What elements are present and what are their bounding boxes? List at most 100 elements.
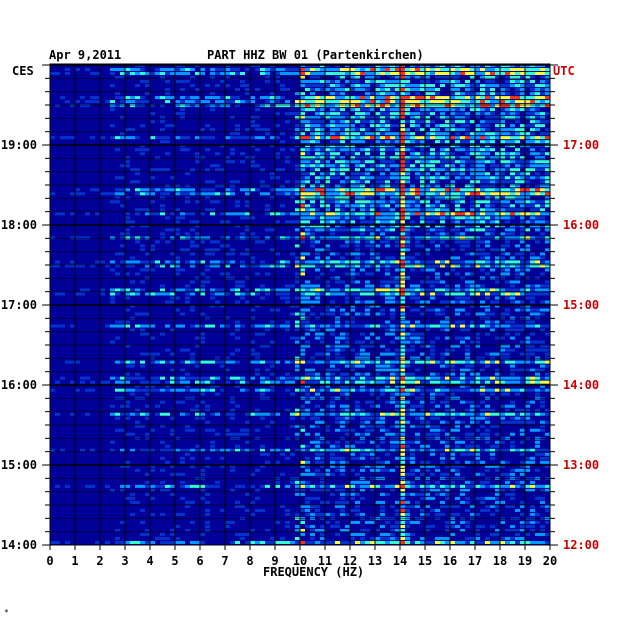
- spectrogram-cell: [530, 100, 535, 104]
- spectrogram-cell: [490, 392, 495, 396]
- spectrogram-cell: [320, 128, 325, 132]
- spectrogram-cell: [310, 284, 315, 288]
- spectrogram-cell: [460, 216, 465, 220]
- spectrogram-cell: [480, 304, 485, 308]
- spectrogram-cell: [95, 188, 100, 192]
- spectrogram-cell: [425, 112, 430, 116]
- spectrogram-cell: [130, 360, 135, 364]
- spectrogram-cell: [420, 208, 425, 212]
- spectrogram-cell: [195, 200, 200, 204]
- spectrogram-cell: [490, 320, 495, 324]
- spectrogram-cell: [455, 204, 460, 208]
- spectrogram-cell: [450, 96, 455, 100]
- spectrogram-cell: [350, 260, 355, 264]
- spectrogram-cell: [225, 68, 230, 72]
- spectrogram-cell: [505, 140, 510, 144]
- spectrogram-cell: [115, 104, 120, 108]
- spectrogram-cell: [465, 92, 470, 96]
- spectrogram-cell: [335, 420, 340, 424]
- spectrogram-cell: [480, 84, 485, 88]
- spectrogram-cell: [480, 100, 485, 104]
- spectrogram-cell: [265, 288, 270, 292]
- spectrogram-cell: [360, 72, 365, 76]
- spectrogram-cell: [380, 364, 385, 368]
- spectrogram-cell: [380, 128, 385, 132]
- spectrogram-cell: [240, 380, 245, 384]
- spectrogram-cell: [295, 408, 300, 412]
- spectrogram-cell: [335, 88, 340, 92]
- spectrogram-cell: [450, 260, 455, 264]
- spectrogram-cell: [465, 432, 470, 436]
- spectrogram-cell: [125, 380, 130, 384]
- spectrogram-cell: [275, 252, 280, 256]
- spectrogram-cell: [330, 348, 335, 352]
- spectrogram-cell: [400, 256, 405, 260]
- spectrogram-cell: [430, 88, 435, 92]
- spectrogram-cell: [205, 380, 210, 384]
- spectrogram-cell: [440, 232, 445, 236]
- spectrogram-cell: [415, 204, 420, 208]
- spectrogram-cell: [370, 212, 375, 216]
- spectrogram-cell: [520, 100, 525, 104]
- spectrogram-cell: [290, 212, 295, 216]
- spectrogram-cell: [330, 448, 335, 452]
- spectrogram-cell: [345, 380, 350, 384]
- spectrogram-cell: [495, 216, 500, 220]
- spectrogram-cell: [115, 388, 120, 392]
- spectrogram-cell: [165, 192, 170, 196]
- spectrogram-cell: [525, 136, 530, 140]
- spectrogram-cell: [490, 484, 495, 488]
- spectrogram-cell: [500, 268, 505, 272]
- spectrogram-cell: [175, 100, 180, 104]
- spectrogram-cell: [420, 160, 425, 164]
- spectrogram-cell: [355, 112, 360, 116]
- spectrogram-cell: [365, 132, 370, 136]
- spectrogram-cell: [415, 156, 420, 160]
- spectrogram-cell: [525, 192, 530, 196]
- spectrogram-cell: [360, 232, 365, 236]
- spectrogram-cell: [410, 104, 415, 108]
- spectrogram-cell: [235, 292, 240, 296]
- spectrogram-cell: [365, 400, 370, 404]
- spectrogram-cell: [335, 96, 340, 100]
- spectrogram-cell: [255, 148, 260, 152]
- spectrogram-cell: [485, 480, 490, 484]
- spectrogram-cell: [265, 292, 270, 296]
- spectrogram-cell: [75, 68, 80, 72]
- spectrogram-cell: [465, 132, 470, 136]
- spectrogram-cell: [395, 204, 400, 208]
- spectrogram-cell: [530, 72, 535, 76]
- spectrogram-cell: [205, 96, 210, 100]
- spectrogram-cell: [80, 192, 85, 196]
- spectrogram-cell: [545, 72, 550, 76]
- spectrogram-cell: [540, 132, 545, 136]
- spectrogram-cell: [385, 200, 390, 204]
- spectrogram-cell: [505, 212, 510, 216]
- spectrogram-cell: [435, 92, 440, 96]
- spectrogram-cell: [465, 296, 470, 300]
- spectrogram-cell: [490, 184, 495, 188]
- spectrogram-cell: [400, 248, 405, 252]
- spectrogram-cell: [370, 400, 375, 404]
- spectrogram-cell: [340, 484, 345, 488]
- spectrogram-cell: [145, 352, 150, 356]
- spectrogram-cell: [530, 148, 535, 152]
- spectrogram-cell: [95, 96, 100, 100]
- spectrogram-cell: [435, 264, 440, 268]
- spectrogram-cell: [400, 172, 405, 176]
- spectrogram-cell: [285, 260, 290, 264]
- spectrogram-cell: [165, 80, 170, 84]
- spectrogram-cell: [475, 340, 480, 344]
- spectrogram-cell: [305, 156, 310, 160]
- spectrogram-cell: [545, 280, 550, 284]
- spectrogram-cell: [295, 336, 300, 340]
- spectrogram-cell: [400, 128, 405, 132]
- spectrogram-cell: [125, 220, 130, 224]
- spectrogram-cell: [470, 448, 475, 452]
- spectrogram-cell: [505, 260, 510, 264]
- spectrogram-cell: [530, 164, 535, 168]
- spectrogram-cell: [110, 448, 115, 452]
- spectrogram-cell: [315, 72, 320, 76]
- spectrogram-cell: [480, 132, 485, 136]
- spectrogram-cell: [510, 100, 515, 104]
